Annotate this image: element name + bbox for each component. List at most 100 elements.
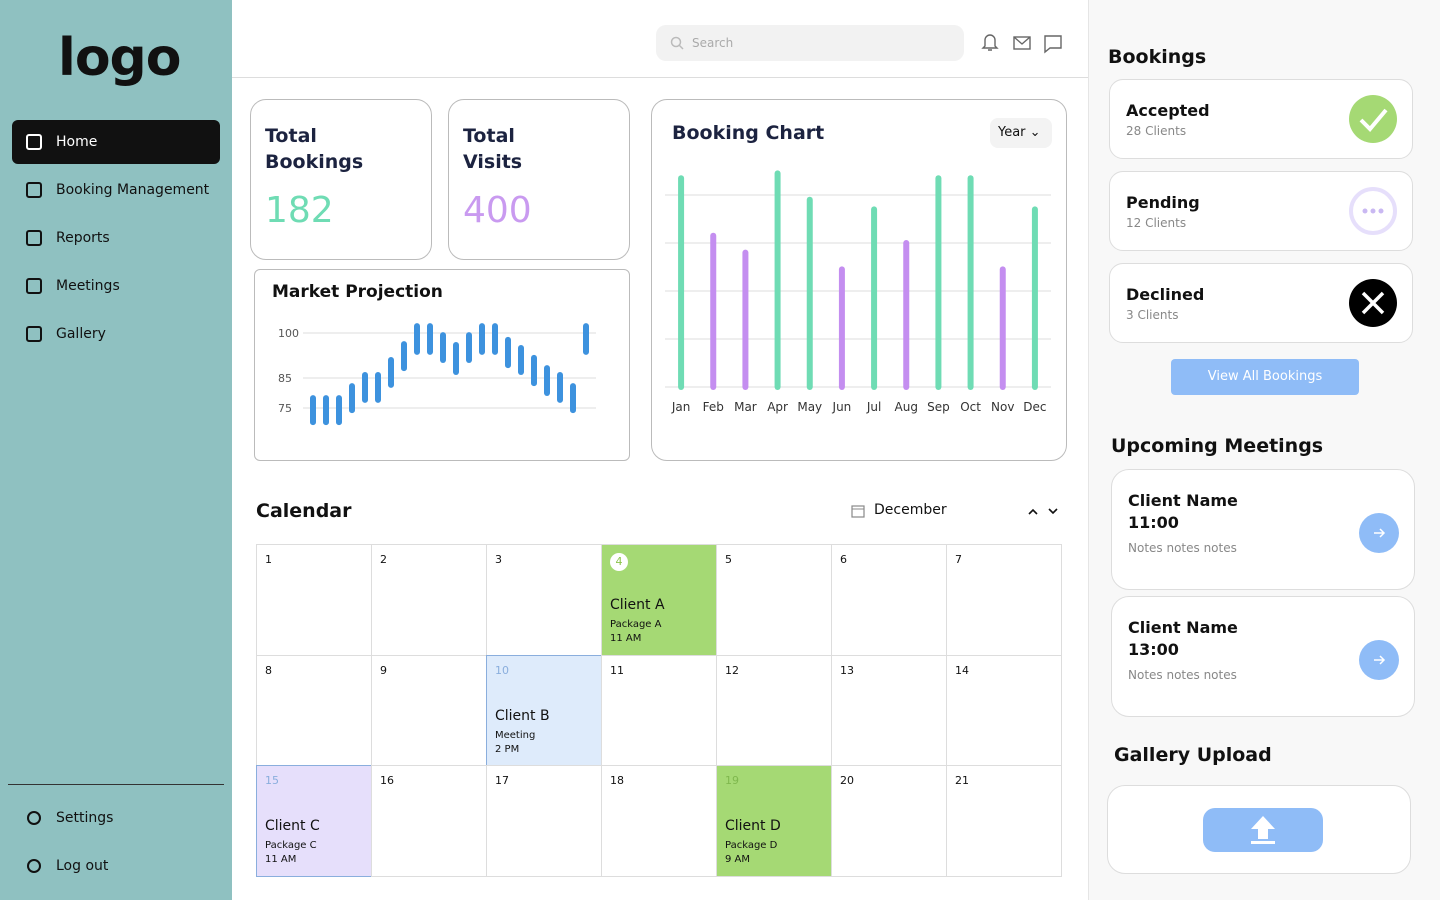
bookings-title: Bookings [1108,46,1207,68]
day-number: 5 [725,553,732,566]
search-icon [670,36,684,50]
gallery-dropzone [1107,785,1411,874]
x-tick-label: Oct [960,400,981,414]
chart-title: Market Projection [272,282,443,302]
period-select[interactable]: Year ⌄ [990,118,1052,148]
day-cell[interactable]: 12 [716,654,832,766]
day-cell[interactable]: 19 Client D Package D 9 AM [716,765,832,877]
meeting-card: Client Name 11:00 Notes notes notes [1111,469,1415,590]
day-cell[interactable]: 21 [946,765,1062,877]
nav-item[interactable]: Booking Management [12,168,220,212]
booking-status: Pending [1126,193,1200,212]
meeting-notes: Notes notes notes [1128,541,1237,555]
calendar-icon [851,505,865,518]
day-number: 20 [840,774,854,787]
day-number: 11 [610,663,624,677]
meeting-time: 13:00 [1128,640,1179,659]
status-icon [1349,279,1397,327]
stat-card: Total Visits 400 [448,99,630,260]
open-meeting[interactable] [1359,513,1399,553]
calendar-title: Calendar [256,500,351,522]
day-number: 2 [380,553,387,566]
day-cell[interactable]: 15 Client C Package C 11 AM [256,765,372,877]
logo: logo [58,28,181,88]
footer-item[interactable]: Settings [12,796,220,840]
day-number: 18 [610,774,624,787]
booking-chart-card: Booking Chart Year ⌄ Jan Feb Mar Apr May Jun J… [651,99,1067,461]
client-name: Client A [610,597,665,613]
booking-card: Pending 12 Clients [1109,171,1413,251]
nav-icon [26,278,42,294]
day-number: 8 [265,663,272,677]
y-tick-label: 75 [278,402,292,415]
y-tick-label: 85 [278,372,292,385]
day-cell[interactable]: 6 [831,544,947,656]
nav-icon [27,859,41,873]
nav-icon [26,326,42,342]
month-nav[interactable] [1025,504,1065,518]
booking-card: Accepted 28 Clients [1109,79,1413,159]
nav-item[interactable]: Reports [12,216,220,260]
nav-icon [26,134,42,150]
search-placeholder: Search [692,36,734,50]
day-number: 9 [380,663,387,677]
day-number: 10 [495,663,509,677]
nav-item[interactable]: Home [12,120,220,164]
day-cell[interactable]: 10 Client B Meeting 2 PM [486,654,602,766]
client-name: Client B [495,707,550,724]
x-tick-label: Sep [927,400,950,414]
nav-item[interactable]: Gallery [12,312,220,356]
market-chart: 75 85 100 [278,323,596,426]
day-number: 4 [610,553,628,571]
booking-chart: Jan Feb Mar Apr May Jun Jul Aug Sep Oct Nov Dec [665,170,1051,414]
day-cell[interactable]: 16 [371,765,487,877]
day-cell[interactable]: 9 [371,654,487,766]
open-meeting[interactable] [1359,640,1399,680]
header-icons[interactable] [980,32,1064,54]
stat-label: Total Bookings [265,125,364,173]
day-cell[interactable]: 20 [831,765,947,877]
day-cell[interactable]: 17 [486,765,602,877]
day-number: 16 [380,774,394,787]
search-box[interactable]: Search [656,25,964,61]
day-number: 7 [955,553,962,566]
x-tick-label: Apr [767,400,788,414]
day-cell[interactable]: 5 [716,544,832,656]
footer-item[interactable]: Log out [12,844,220,888]
day-number: 1 [265,553,272,566]
day-cell[interactable]: 1 [256,544,372,656]
nav-item[interactable]: Meetings [12,264,220,308]
day-number: 12 [725,663,739,677]
client-detail: Package A [610,619,662,630]
chart-title: Booking Chart [672,122,825,144]
day-cell[interactable]: 13 [831,654,947,766]
day-number: 17 [495,774,509,787]
day-cell[interactable]: 7 [946,544,1062,656]
stat-value: 400 [463,190,532,231]
day-cell[interactable]: 2 [371,544,487,656]
meeting-name: Client Name [1128,618,1238,637]
booking-count: 3 Clients [1126,308,1179,322]
day-cell[interactable]: 18 [601,765,717,877]
booking-count: 28 Clients [1126,124,1187,138]
day-cell[interactable]: 11 [601,654,717,766]
period-label: Year [998,125,1026,140]
stat-card: Total Bookings 182 [250,99,432,260]
x-tick-label: Jan [671,400,691,414]
day-cell[interactable]: 3 [486,544,602,656]
day-cell[interactable]: 14 [946,654,1062,766]
day-number: 15 [265,774,279,787]
gallery-title: Gallery Upload [1114,744,1272,766]
stat-value: 182 [265,190,334,231]
view-all-button[interactable]: View All Bookings [1171,359,1359,395]
upload-button[interactable] [1203,808,1323,852]
meetings-title: Upcoming Meetings [1111,435,1324,457]
market-card: Market Projection 75 85 100 [254,269,630,461]
day-cell[interactable]: 4 Client A Package A 11 AM [601,544,717,656]
header-divider [232,77,1088,78]
day-cell[interactable]: 8 [256,654,372,766]
client-detail: Meeting [495,729,536,741]
x-tick-label: Mar [734,400,757,414]
client-detail: Package C [265,840,317,851]
